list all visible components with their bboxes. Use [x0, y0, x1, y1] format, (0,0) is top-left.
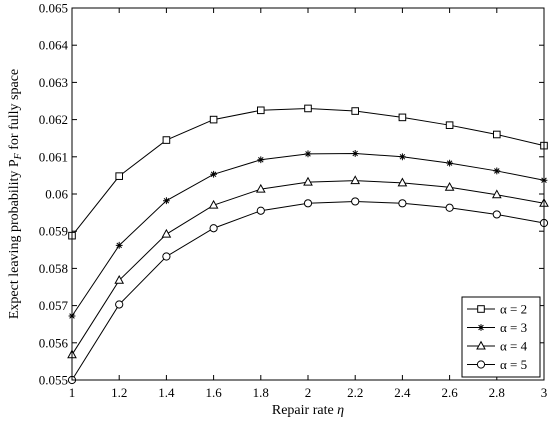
data-point	[115, 300, 124, 309]
data-point	[162, 136, 171, 144]
data-point	[161, 228, 172, 238]
data-point	[491, 189, 502, 199]
y-tick-label: 0.064	[39, 38, 69, 53]
data-point	[304, 104, 312, 113]
x-tick-label: 1.8	[253, 385, 269, 400]
data-point	[445, 203, 454, 212]
series-circle	[67, 197, 549, 385]
legend-marker	[477, 305, 485, 313]
data-point	[397, 177, 408, 187]
x-tick-label: 1.6	[205, 385, 222, 400]
data-point	[210, 170, 217, 178]
series-star	[68, 150, 548, 320]
legend-label: α = 4	[500, 339, 528, 354]
plot-frame	[71, 7, 545, 381]
legend-marker	[476, 360, 486, 369]
data-point	[493, 130, 501, 139]
y-tick-label: 0.056	[39, 335, 69, 350]
data-point	[351, 197, 360, 206]
x-tick-label: 2.2	[347, 385, 363, 400]
legend-box	[461, 296, 541, 378]
x-axis-label: Repair rate η	[272, 403, 344, 418]
legend-marker	[476, 340, 486, 350]
x-tick-label: 1.2	[111, 385, 127, 400]
x-tick-label: 2.6	[441, 385, 458, 400]
x-tick-label: 2.4	[394, 385, 411, 400]
data-point	[492, 210, 501, 219]
x-tick-label: 3	[541, 385, 548, 400]
data-point	[209, 224, 218, 233]
series-triangle	[67, 175, 549, 359]
data-point	[351, 107, 359, 115]
legend-label: α = 3	[500, 320, 527, 335]
data-point	[256, 206, 265, 215]
x-tick-label: 2.8	[489, 385, 505, 400]
y-tick-label: 0.062	[39, 112, 68, 127]
data-point	[114, 274, 125, 284]
data-point	[399, 153, 406, 161]
data-point	[162, 252, 171, 261]
series-line	[71, 107, 545, 236]
data-point	[398, 113, 407, 122]
y-tick-label: 0.063	[39, 75, 68, 90]
x-tick-label: 1.4	[158, 385, 175, 400]
data-point	[304, 150, 312, 158]
data-point	[446, 159, 453, 167]
data-point	[163, 197, 170, 205]
data-point	[444, 181, 455, 191]
y-tick-label: 0.057	[39, 298, 69, 313]
legend-label: α = 2	[500, 302, 527, 317]
legend-label: α = 5	[500, 357, 527, 372]
legend-marker	[477, 324, 485, 331]
data-point	[303, 176, 313, 186]
data-point	[445, 121, 454, 129]
data-point	[351, 150, 359, 157]
data-point	[303, 199, 313, 208]
y-tick-label: 0.055	[39, 373, 68, 388]
data-point	[115, 172, 124, 180]
data-point	[208, 199, 219, 209]
data-point	[209, 115, 218, 124]
x-tick-label: 1	[69, 385, 76, 400]
data-point	[350, 175, 361, 185]
y-tick-label: 0.065	[39, 1, 68, 16]
y-tick-label: 0.06	[45, 187, 68, 202]
data-point	[115, 241, 123, 249]
y-tick-label: 0.058	[39, 261, 68, 276]
data-point	[257, 106, 265, 115]
legend: α = 2 α = 3 α = 4 α = 5	[461, 296, 541, 378]
data-point	[493, 167, 501, 175]
data-point	[255, 183, 266, 193]
data-point	[257, 156, 265, 164]
y-tick-label: 0.061	[39, 149, 68, 164]
data-point	[398, 199, 407, 208]
y-tick-label: 0.059	[39, 224, 68, 239]
x-tick-label: 2	[305, 385, 312, 400]
y-axis-label: Expect leaving probability PF for fully …	[7, 69, 24, 319]
series-square	[68, 104, 548, 240]
